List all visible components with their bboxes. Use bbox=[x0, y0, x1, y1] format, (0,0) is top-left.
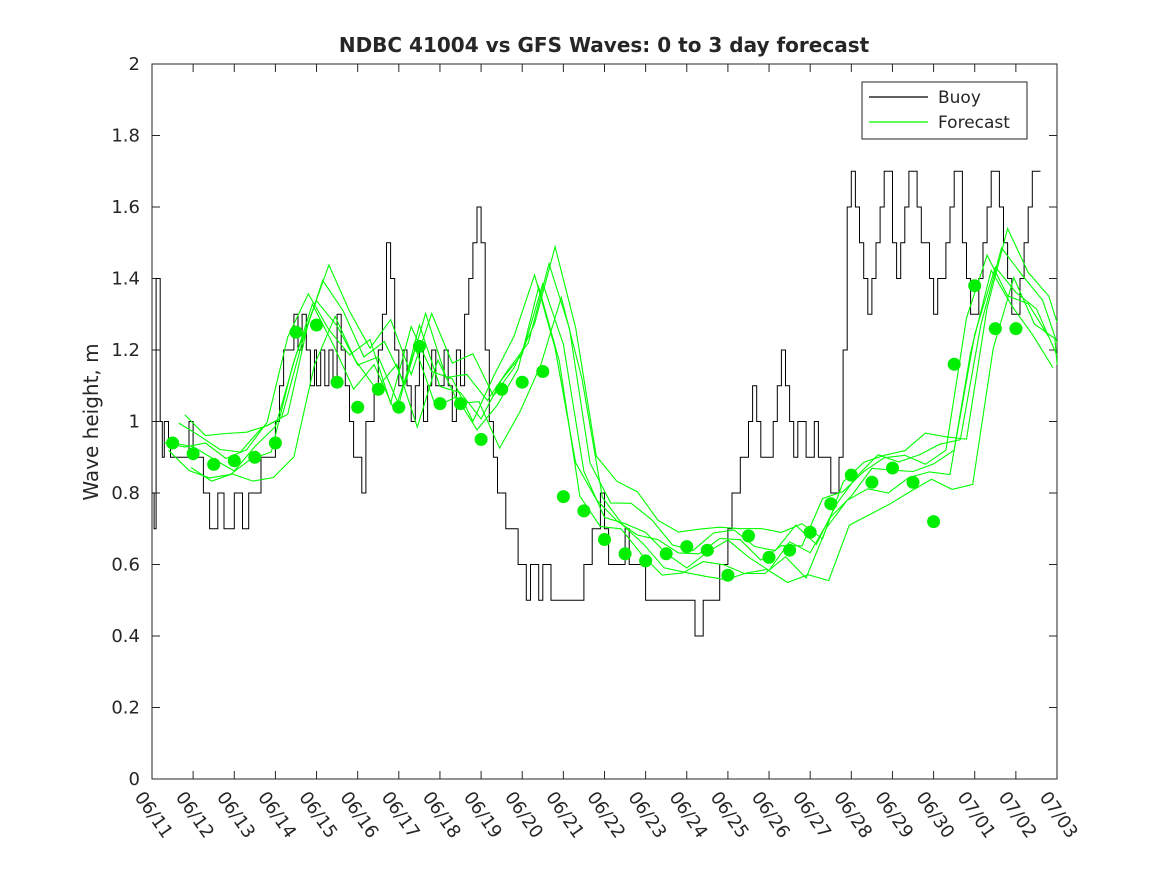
forecast-point bbox=[762, 550, 776, 564]
forecast-point bbox=[330, 375, 344, 389]
forecast-point bbox=[227, 454, 241, 468]
forecast-point bbox=[865, 475, 879, 489]
forecast-point bbox=[721, 568, 735, 582]
y-tick-label: 1.8 bbox=[111, 126, 140, 147]
forecast-point bbox=[474, 432, 488, 446]
forecast-point bbox=[680, 540, 694, 554]
forecast-point bbox=[803, 525, 817, 539]
y-tick-label: 0 bbox=[129, 769, 140, 790]
forecast-point bbox=[454, 397, 467, 411]
y-tick-label: 0.2 bbox=[111, 698, 140, 719]
forecast-series-line bbox=[178, 246, 1058, 552]
forecast-point bbox=[886, 461, 899, 475]
forecast-point bbox=[207, 457, 221, 471]
forecast-point bbox=[1009, 322, 1023, 336]
legend-forecast-label: Forecast bbox=[938, 113, 1010, 133]
forecast-point bbox=[824, 497, 838, 511]
forecast-series-line bbox=[184, 226, 1058, 540]
forecast-point bbox=[947, 357, 961, 371]
forecast-point bbox=[700, 543, 714, 557]
forecast-point bbox=[577, 504, 591, 518]
forecast-point bbox=[433, 397, 447, 411]
legend-box bbox=[861, 81, 1028, 140]
forecast-point bbox=[392, 400, 406, 414]
forecast-point bbox=[495, 382, 509, 396]
legend-buoy-label: Buoy bbox=[938, 88, 981, 108]
forecast-series-line bbox=[164, 253, 1050, 561]
chart-title: NDBC 41004 vs GFS Waves: 0 to 3 day fore… bbox=[339, 33, 870, 57]
forecast-series-line bbox=[172, 265, 1058, 572]
forecast-point bbox=[906, 475, 920, 489]
y-tick-label: 1.4 bbox=[111, 269, 140, 290]
forecast-series-line bbox=[190, 276, 1058, 584]
forecast-point bbox=[310, 318, 323, 332]
forecast-point bbox=[371, 382, 385, 396]
forecast-point bbox=[598, 533, 611, 546]
y-tick-label: 2 bbox=[129, 54, 140, 75]
forecast-point bbox=[742, 529, 755, 543]
forecast-point bbox=[166, 436, 180, 450]
forecast-point bbox=[639, 554, 653, 568]
forecast-series-line bbox=[168, 268, 1054, 579]
forecast-point bbox=[618, 547, 632, 561]
forecast-point bbox=[927, 515, 941, 529]
forecast-point bbox=[515, 375, 529, 389]
forecast-point bbox=[289, 325, 303, 339]
forecast-point bbox=[186, 447, 200, 461]
forecast-point bbox=[844, 468, 858, 482]
forecast-point bbox=[536, 365, 550, 378]
y-tick-label: 0.4 bbox=[111, 626, 140, 647]
forecast-point bbox=[659, 547, 673, 561]
forecast-point bbox=[968, 279, 982, 293]
forecast-point bbox=[412, 339, 426, 353]
y-tick-label: 0.6 bbox=[111, 555, 140, 576]
y-axis-label: Wave height, m bbox=[79, 343, 103, 500]
forecast-point bbox=[351, 400, 365, 414]
y-tick-label: 1 bbox=[129, 412, 140, 433]
y-tick-label: 1.2 bbox=[111, 340, 140, 361]
forecast-point bbox=[988, 322, 1002, 336]
legend: Buoy Forecast bbox=[861, 81, 1028, 140]
forecast-point bbox=[268, 436, 282, 450]
y-tick-label: 0.8 bbox=[111, 483, 140, 504]
forecast-point bbox=[248, 450, 262, 464]
forecast-point bbox=[783, 543, 797, 557]
y-tick-label: 1.6 bbox=[111, 197, 140, 218]
forecast-point bbox=[556, 490, 570, 504]
